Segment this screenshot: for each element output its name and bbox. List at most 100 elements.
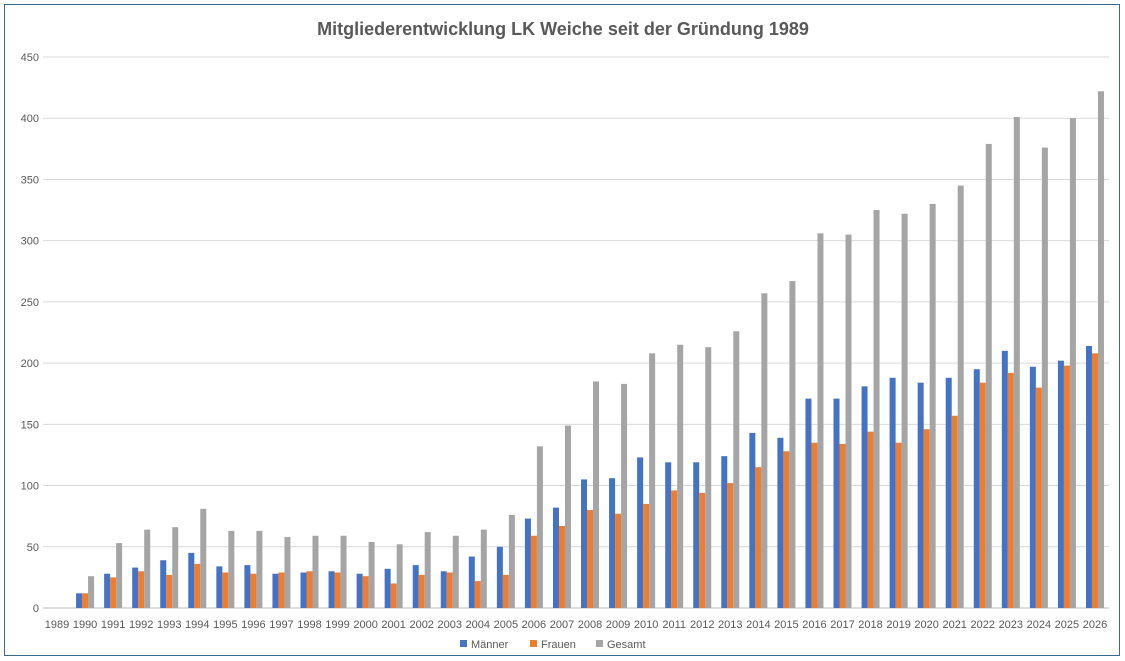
bar-männer	[1001, 350, 1008, 608]
bar-frauen	[643, 503, 650, 608]
bar-gesamt	[957, 185, 964, 609]
bar-gesamt	[817, 233, 824, 608]
bar-gesamt	[789, 281, 796, 608]
bar-frauen	[867, 431, 874, 608]
bar-männer	[216, 566, 223, 608]
bar-gesamt	[228, 530, 235, 608]
bar-frauen	[278, 572, 285, 608]
bar-männer	[805, 398, 812, 608]
x-tick-label: 2000	[353, 619, 377, 631]
bar-gesamt	[593, 381, 600, 608]
bar-gesamt	[761, 293, 768, 608]
bar-gesamt	[985, 143, 992, 609]
x-tick-label: 2024	[1027, 619, 1051, 631]
y-tick-label: 200	[21, 358, 39, 370]
grid-layer	[43, 56, 1109, 609]
bar-frauen	[1007, 372, 1014, 608]
bar-frauen	[839, 443, 846, 608]
bar-gesamt	[621, 383, 628, 608]
bar-männer	[440, 571, 447, 608]
bar-männer	[1085, 345, 1092, 608]
bar-männer	[160, 560, 167, 608]
chart-svg: Mitgliederentwicklung LK Weiche seit der…	[21, 19, 1109, 651]
x-tick-label: 2009	[606, 619, 630, 631]
y-tick-label: 0	[33, 603, 39, 615]
bar-männer	[973, 369, 980, 608]
bar-männer	[693, 462, 700, 608]
bar-frauen	[446, 572, 453, 608]
bar-frauen	[110, 577, 117, 608]
bar-gesamt	[116, 543, 123, 608]
bar-gesamt	[705, 347, 712, 608]
bar-männer	[412, 565, 419, 608]
bar-gesamt	[368, 541, 375, 608]
bar-männer	[833, 398, 840, 608]
x-tick-label: 2005	[494, 619, 518, 631]
bar-männer	[552, 507, 559, 608]
bar-gesamt	[200, 508, 207, 608]
bar-gesamt	[733, 331, 740, 608]
bar-frauen	[194, 563, 201, 608]
bar-männer	[188, 552, 195, 608]
legend-label: Frauen	[541, 639, 576, 651]
y-tick-label: 150	[21, 419, 39, 431]
y-tick-label: 250	[21, 297, 39, 309]
bar-gesamt	[1097, 91, 1104, 609]
bar-frauen	[923, 429, 930, 608]
bars-layer	[76, 91, 1104, 609]
bar-männer	[356, 573, 363, 608]
bar-männer	[665, 462, 672, 608]
x-tick-label: 2021	[942, 619, 966, 631]
bar-männer	[917, 382, 924, 608]
bar-frauen	[811, 442, 818, 608]
bar-frauen	[755, 467, 762, 608]
x-tick-label: 2013	[718, 619, 742, 631]
bar-männer	[945, 377, 952, 608]
x-tick-label: 2016	[802, 619, 826, 631]
bar-frauen	[671, 490, 678, 608]
bar-frauen	[895, 442, 902, 608]
bar-gesamt	[396, 544, 403, 608]
x-tick-label: 1993	[157, 619, 181, 631]
bar-gesamt	[649, 353, 656, 608]
legend-swatch	[460, 640, 467, 647]
bar-männer	[777, 437, 784, 608]
x-tick-label: 2025	[1055, 619, 1079, 631]
x-tick-label: 2008	[578, 619, 602, 631]
x-tick-label: 2014	[746, 619, 770, 631]
x-tick-label: 2011	[662, 619, 686, 631]
bar-frauen	[222, 572, 229, 608]
x-tick-label: 1996	[241, 619, 265, 631]
x-tick-label: 1994	[185, 619, 209, 631]
bar-frauen	[951, 415, 958, 608]
x-tick-label: 1999	[325, 619, 349, 631]
legend-label: Gesamt	[607, 639, 646, 651]
x-tick-label: 2010	[634, 619, 658, 631]
x-tick-label: 1990	[73, 619, 97, 631]
legend-swatch	[596, 640, 603, 647]
y-tick-label: 300	[21, 236, 39, 248]
chart-frame: Mitgliederentwicklung LK Weiche seit der…	[4, 4, 1120, 656]
x-tick-label: 1995	[213, 619, 237, 631]
bar-frauen	[1091, 353, 1098, 608]
bar-männer	[721, 456, 728, 608]
x-tick-label: 2022	[971, 619, 995, 631]
bar-gesamt	[536, 446, 543, 608]
bar-männer	[272, 573, 279, 608]
bar-gesamt	[929, 203, 936, 608]
bar-frauen	[474, 581, 481, 608]
bar-frauen	[166, 574, 173, 608]
bar-männer	[76, 593, 83, 608]
x-tick-label: 1991	[101, 619, 125, 631]
bar-frauen	[530, 535, 537, 608]
bar-gesamt	[172, 527, 179, 608]
bar-gesamt	[452, 535, 459, 608]
chart-title: Mitgliederentwicklung LK Weiche seit der…	[317, 19, 809, 39]
bar-gesamt	[1069, 118, 1076, 608]
x-tick-label: 2017	[830, 619, 854, 631]
bar-gesamt	[677, 344, 684, 608]
bar-frauen	[390, 583, 397, 608]
bar-frauen	[250, 573, 257, 608]
bar-gesamt	[508, 514, 515, 608]
bar-männer	[132, 567, 139, 608]
